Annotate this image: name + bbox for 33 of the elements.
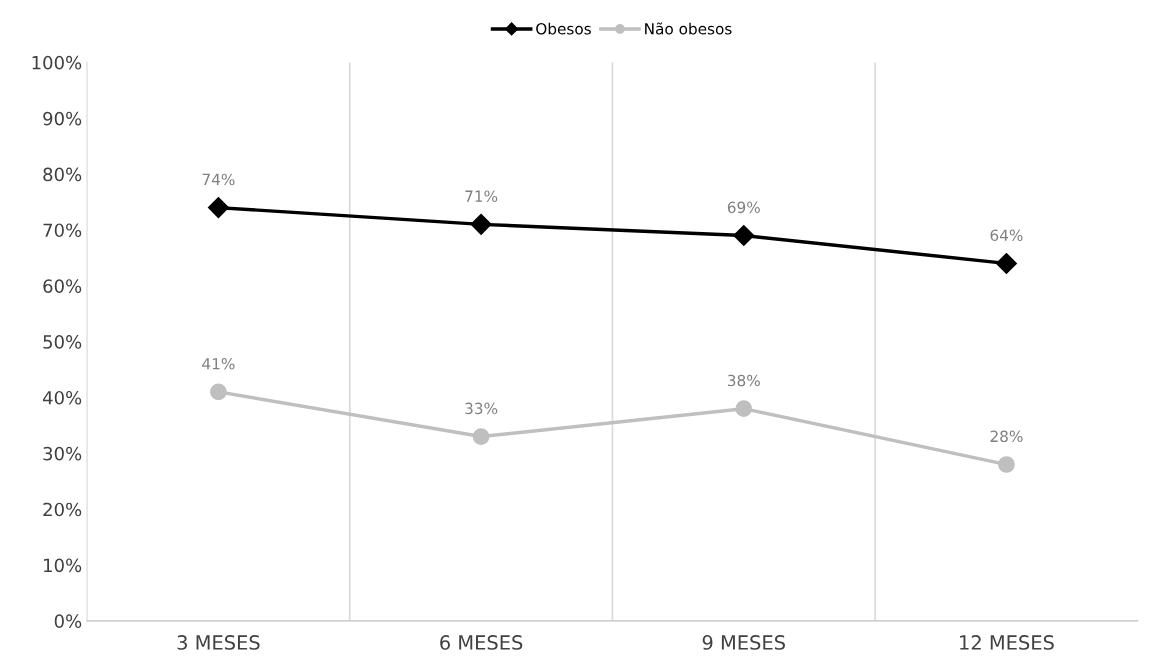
x-tick-label: 6 MESES <box>440 635 523 650</box>
data-label: 64% <box>990 229 1023 242</box>
data-label: 33% <box>465 402 498 415</box>
y-tick-label: 80% <box>43 167 82 182</box>
point <box>733 225 755 247</box>
point <box>995 252 1017 274</box>
data-label: 74% <box>202 173 235 186</box>
legend-label: Não obesos <box>645 22 732 35</box>
y-tick-label: 0% <box>54 614 82 628</box>
y-tick-label: 100% <box>32 55 82 70</box>
x-tick-label: 9 MESES <box>702 635 785 650</box>
y-tick-label: 60% <box>43 279 82 293</box>
y-tick-label: 10% <box>44 558 82 573</box>
point <box>470 213 492 235</box>
y-tick-label: 90% <box>43 111 82 126</box>
point <box>207 197 229 219</box>
data-label: 41% <box>202 357 235 370</box>
point <box>998 456 1015 473</box>
point <box>735 400 753 417</box>
y-tick-label: 40% <box>42 390 82 405</box>
data-label: 71% <box>465 190 498 202</box>
x-tick-label: 3 MESES <box>177 635 260 650</box>
point <box>210 383 227 401</box>
y-tick-label: 70% <box>43 223 82 238</box>
x-tick-label: 12 MESES <box>960 635 1054 650</box>
legend-label: Obesos <box>536 22 591 35</box>
data-label: 38% <box>727 374 760 387</box>
y-tick-label: 30% <box>43 446 82 461</box>
data-label: 28% <box>990 430 1023 443</box>
y-tick-label: 20% <box>43 502 82 517</box>
data-label: 69% <box>727 201 760 214</box>
y-tick-label: 50% <box>43 335 82 349</box>
point <box>472 428 490 445</box>
